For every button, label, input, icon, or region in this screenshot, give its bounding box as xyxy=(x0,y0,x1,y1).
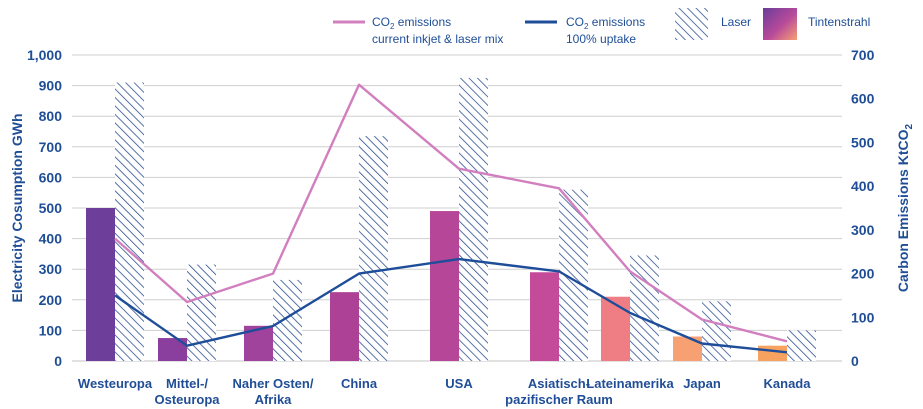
laser-bar xyxy=(459,77,488,361)
axis-titles: Electricity Cosumption GWh Carbon Emissio… xyxy=(9,113,915,302)
category-label: Japan xyxy=(683,376,721,391)
right-axis-ticks: 0 100 200 300 400 500 600 700 xyxy=(851,47,875,369)
laser-bar xyxy=(787,330,816,361)
left-axis-ticks: 0 100 200 300 400 500 600 700 800 900 1,000 xyxy=(27,47,62,369)
left-axis-title: Electricity Cosumption GWh xyxy=(9,113,25,302)
left-tick-label: 900 xyxy=(39,78,63,94)
laser-bar xyxy=(273,279,302,361)
left-tick-label: 400 xyxy=(39,231,63,247)
category-label: Naher Osten/Afrika xyxy=(233,376,314,407)
left-tick-label: 1,000 xyxy=(27,47,62,63)
legend-laser-swatch xyxy=(675,8,708,40)
category-label: China xyxy=(341,376,378,391)
left-tick-label: 300 xyxy=(39,261,63,277)
inkjet-bar xyxy=(530,272,559,361)
inkjet-bar xyxy=(430,211,459,361)
co2-full-uptake-line xyxy=(114,257,788,354)
co2-mix-line xyxy=(114,83,788,343)
laser-bar xyxy=(187,264,216,361)
category-label: Lateinamerika xyxy=(586,376,674,391)
category-label: Kanada xyxy=(764,376,812,391)
left-tick-label: 700 xyxy=(39,139,63,155)
left-tick-label: 500 xyxy=(39,200,63,216)
category-label: USA xyxy=(445,376,473,391)
inkjet-bar xyxy=(158,338,187,361)
right-tick-label: 600 xyxy=(851,91,875,107)
inkjet-bar xyxy=(330,292,359,361)
laser-bar xyxy=(630,255,659,361)
left-tick-label: 600 xyxy=(39,169,63,185)
right-tick-label: 0 xyxy=(851,353,859,369)
legend-mix-label: CO2 emissions xyxy=(372,15,451,31)
right-tick-label: 300 xyxy=(851,222,875,238)
laser-bar xyxy=(359,136,388,361)
right-tick-label: 400 xyxy=(851,178,875,194)
legend-full-label: CO2 emissions xyxy=(566,15,645,31)
category-label: Westeuropa xyxy=(78,376,153,391)
inkjet-bar xyxy=(758,345,787,361)
bars xyxy=(86,77,816,361)
right-tick-label: 700 xyxy=(851,47,875,63)
inkjet-bar xyxy=(673,336,702,361)
right-tick-label: 200 xyxy=(851,266,875,282)
legend-mix-label-line2: current inkjet & laser mix xyxy=(372,32,503,46)
inkjet-bar xyxy=(86,208,115,361)
right-axis-title: Carbon Emissions KtCO2 xyxy=(895,123,915,292)
laser-bar xyxy=(115,82,144,361)
right-tick-label: 100 xyxy=(851,309,875,325)
left-tick-label: 200 xyxy=(39,292,63,308)
legend-laser-label: Laser xyxy=(721,15,751,29)
legend-inkjet-label: Tintenstrahl xyxy=(808,15,870,29)
left-tick-label: 0 xyxy=(54,353,62,369)
inkjet-bar xyxy=(601,296,630,361)
right-tick-label: 500 xyxy=(851,134,875,150)
category-label: Mittel-/Osteuropa xyxy=(154,376,220,407)
series-lines xyxy=(114,83,788,354)
category-labels: Westeuropa Mittel-/Osteuropa Naher Osten/A… xyxy=(78,376,811,407)
laser-bar xyxy=(702,301,731,361)
legend-full-label-line2: 100% uptake xyxy=(566,32,636,46)
left-tick-label: 800 xyxy=(39,108,63,124)
legend-inkjet-swatch xyxy=(763,8,797,40)
left-tick-label: 100 xyxy=(39,322,63,338)
category-label: Asiatisch-pazifischer Raum xyxy=(505,376,613,407)
